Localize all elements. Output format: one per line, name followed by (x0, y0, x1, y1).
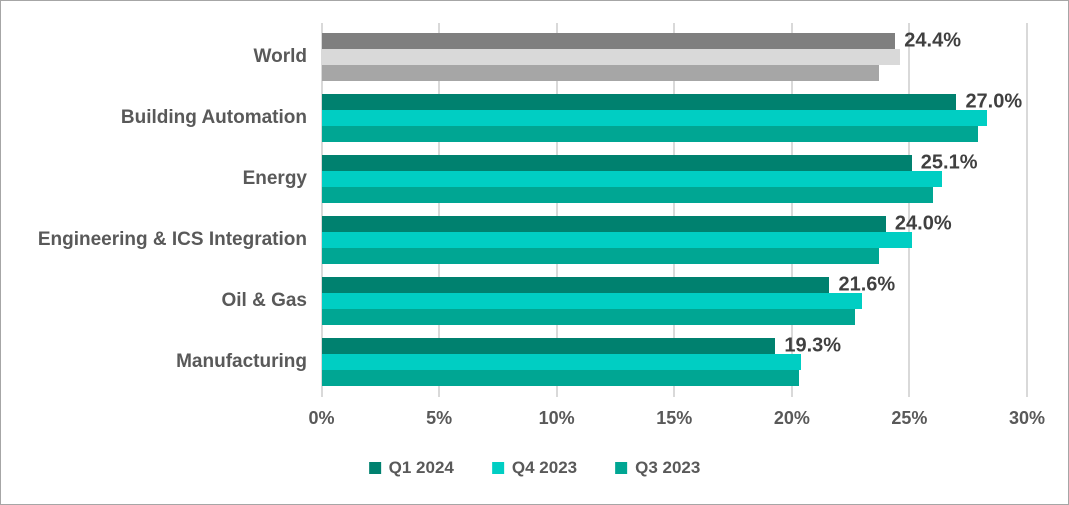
legend-swatch (491, 462, 504, 474)
x-tick-label: 5% (426, 408, 453, 428)
bar (321, 48, 900, 65)
legend-swatch (615, 462, 628, 474)
data-label: 24.4% (904, 29, 962, 51)
gridline (438, 23, 441, 397)
legend-item: Q4 2023 (491, 458, 578, 478)
bar (321, 308, 856, 325)
x-tick-label: 30% (1008, 408, 1046, 428)
data-label: 24.0% (894, 212, 952, 234)
bar (321, 292, 863, 309)
bar (321, 125, 978, 142)
category-label: Oil & Gas (221, 289, 307, 311)
bar (321, 186, 933, 203)
data-label: 27.0% (965, 90, 1023, 112)
bar (321, 353, 802, 370)
category-label: Engineering & ICS Integration (37, 228, 307, 250)
bar (321, 369, 799, 386)
category-label: Building Automation (120, 106, 307, 128)
x-tick-label: 10% (538, 408, 575, 428)
bar (321, 276, 830, 293)
x-tick-label: 15% (656, 408, 693, 428)
legend-label: Q4 2023 (511, 458, 578, 477)
legend-label: Q1 2024 (388, 458, 454, 477)
x-tick-label: 0% (308, 408, 335, 428)
gridline (320, 23, 323, 397)
bar (321, 170, 943, 187)
data-label: 21.6% (838, 273, 896, 295)
bar (321, 32, 896, 49)
bar (321, 247, 879, 264)
data-label: 25.1% (920, 151, 978, 173)
gridline (673, 23, 676, 397)
gridline (908, 23, 911, 397)
bar (321, 154, 912, 171)
bar (321, 93, 957, 110)
bar (321, 337, 776, 354)
legend-item: Q3 2023 (615, 458, 700, 478)
bar (321, 109, 988, 126)
bar (321, 215, 886, 232)
gridline (790, 23, 793, 397)
x-tick-label: 20% (773, 408, 810, 428)
legend-label: Q3 2023 (635, 458, 701, 477)
category-label: World (253, 45, 307, 67)
category-label: Manufacturing (176, 350, 307, 372)
category-label: Energy (242, 167, 307, 189)
gridline (1026, 23, 1028, 397)
x-tick-label: 25% (891, 408, 928, 428)
legend-item: Q1 2024 (368, 458, 454, 478)
bar (321, 231, 912, 248)
legend: Q1 2024 Q4 2023 Q3 2023 (368, 458, 700, 478)
gridline (555, 23, 558, 397)
data-label: 19.3% (784, 334, 842, 356)
legend-swatch (368, 462, 381, 474)
bar (321, 64, 879, 81)
